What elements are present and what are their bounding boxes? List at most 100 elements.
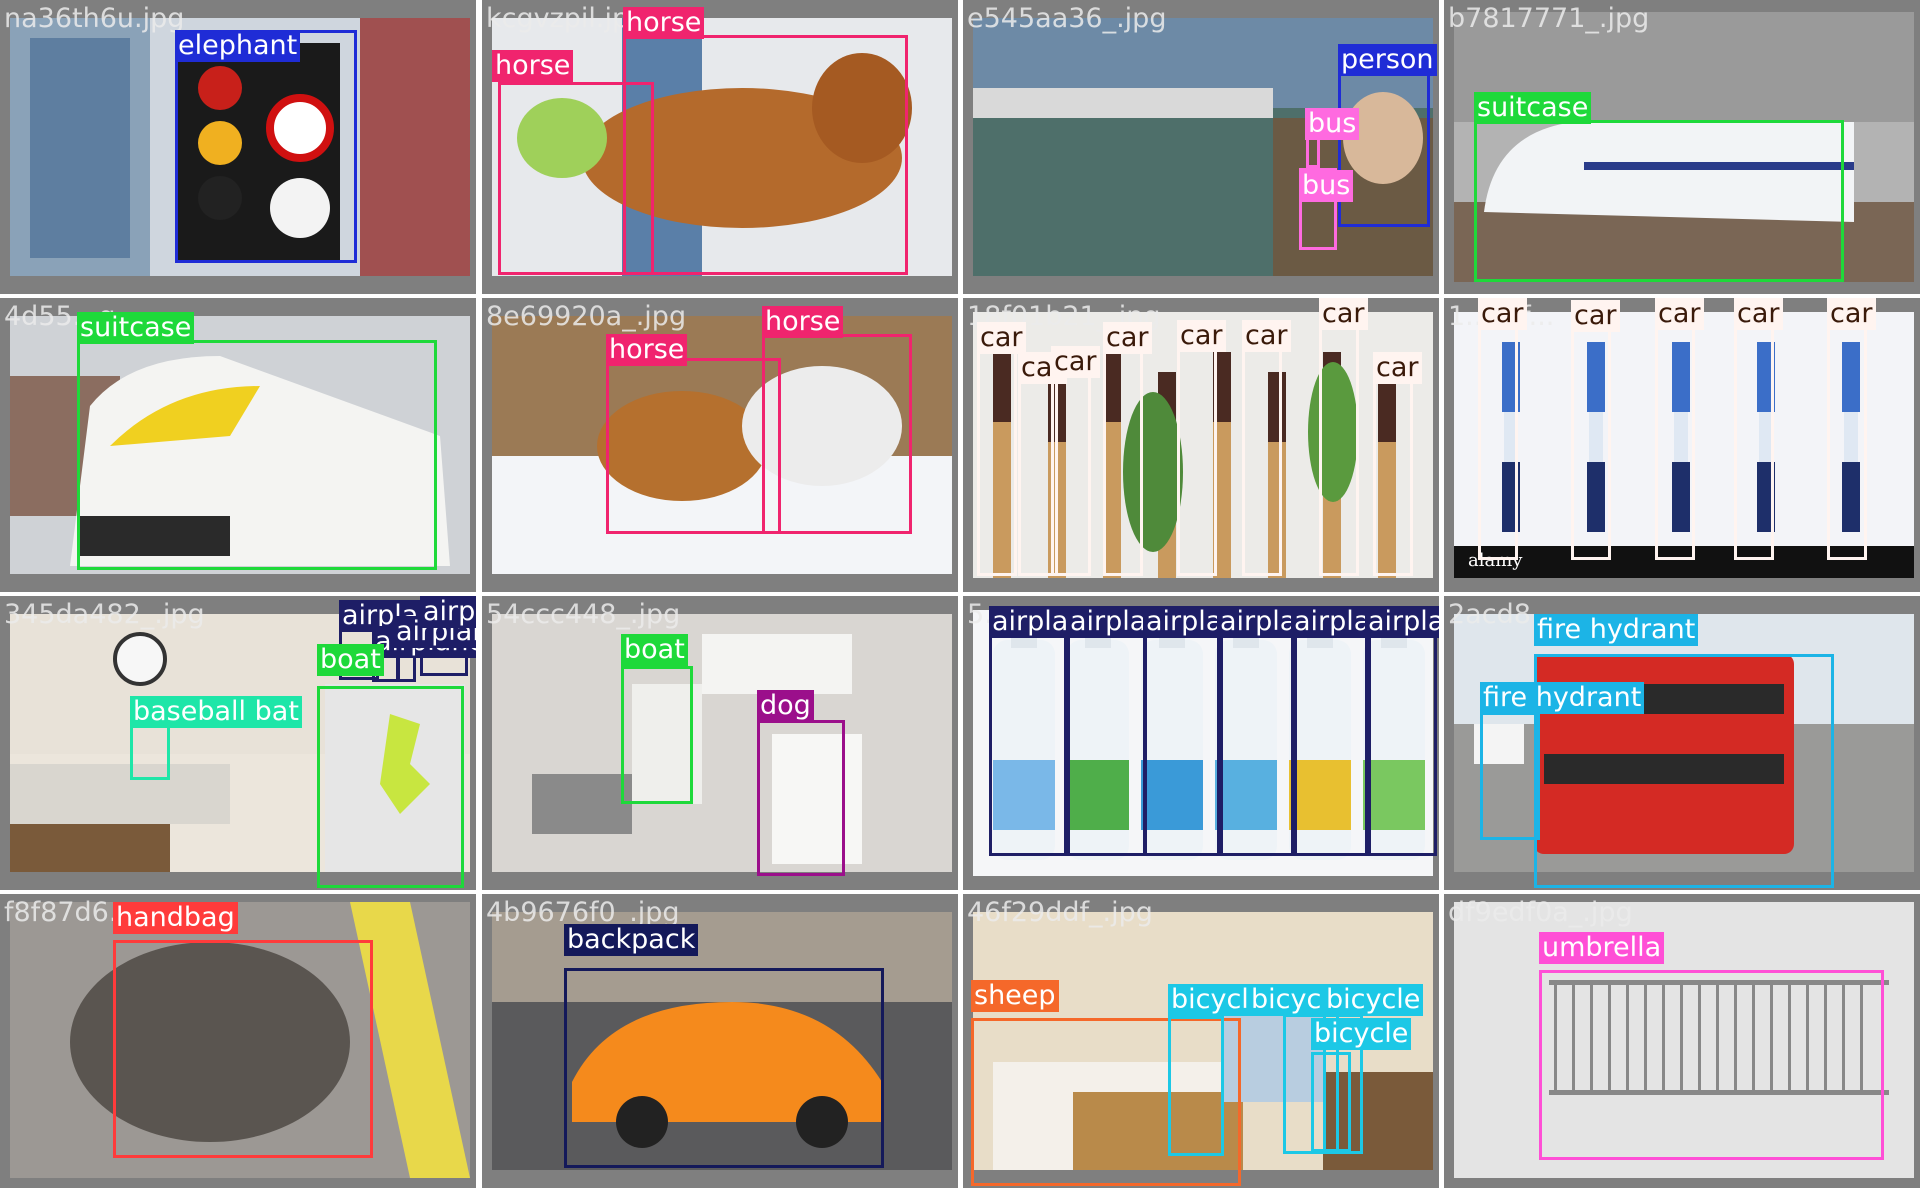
- detection-box: [1051, 364, 1091, 576]
- detection-box: [623, 35, 908, 275]
- detection-label: car: [1051, 346, 1100, 378]
- mosaic-tile: 4d55...g suitcase: [0, 298, 476, 592]
- mosaic-tile: 54ccc448_.jpg boat dog: [482, 596, 958, 890]
- detection-box: [1373, 356, 1413, 576]
- detection-label: car: [1373, 352, 1422, 384]
- tile-photo: [1454, 902, 1914, 1178]
- detection-label: fire hydrant: [1534, 614, 1699, 646]
- tile-filename: b7817771_.jpg: [1448, 3, 1650, 34]
- detection-label: suitcase: [77, 312, 195, 344]
- detection-box: [113, 940, 373, 1158]
- detection-box: [1480, 712, 1540, 840]
- detection-box: [1734, 312, 1774, 560]
- detection-label: boat: [317, 644, 384, 676]
- tile-filename: 8e69920a_.jpg: [486, 301, 687, 332]
- tile-photo: [492, 912, 952, 1170]
- detection-label: person: [1338, 44, 1437, 76]
- detection-label: car: [1734, 298, 1783, 330]
- tile-photo: [10, 316, 470, 574]
- tile-photo: [492, 18, 952, 276]
- mosaic-tile: 345da482_.jpgairplaneairplaneairplaneair…: [0, 596, 476, 890]
- detection-box: [989, 606, 1067, 856]
- tile-photo: [1454, 12, 1914, 282]
- detection-box: [1478, 312, 1518, 560]
- mosaic-tile: kcgvzpil.jpg horse horse: [482, 0, 958, 294]
- tile-photo: [973, 18, 1433, 276]
- detection-box: [1311, 1052, 1351, 1152]
- detection-box: [1319, 314, 1359, 576]
- detection-box: [317, 686, 464, 888]
- mosaic-tile: b7817771_.jpg suitcase: [1444, 0, 1920, 294]
- detection-label: baseball bat: [130, 696, 302, 728]
- tile-filename: df9edf0a_.jpg: [1448, 897, 1633, 928]
- tile-filename: na36th6u.jpg: [4, 3, 185, 34]
- mosaic-tile: f8f87d6... handbag: [0, 894, 476, 1188]
- detection-box: [564, 968, 884, 1168]
- detection-label: horse: [762, 306, 844, 338]
- detection-label: airplane: [420, 596, 476, 628]
- tile-photo: [973, 610, 1433, 876]
- detection-box: [1571, 314, 1611, 560]
- mosaic-tile: 18f01b21_.jpg car car car car car car car car: [963, 298, 1439, 592]
- detection-box: [1291, 606, 1371, 856]
- tile-photo: [1454, 614, 1914, 872]
- tile-filename: 46f29ddf_.jpg: [967, 897, 1153, 928]
- detection-box: [1539, 970, 1884, 1160]
- tile-filename: e545aa36_.jpg: [967, 3, 1167, 34]
- detection-box: [498, 82, 654, 275]
- detection-label: car: [1103, 322, 1152, 354]
- detection-box: [1534, 654, 1834, 888]
- detection-label: bus: [1299, 170, 1354, 202]
- tile-filename: f8f87d6...: [4, 897, 135, 928]
- mosaic-tile: 2acd8... fire hydrant fire hydrant: [1444, 596, 1920, 890]
- mosaic-tile: df9edf0a_.jpg umbrella: [1444, 894, 1920, 1188]
- detection-box: [130, 724, 170, 780]
- detection-label: airplane: [1365, 606, 1439, 638]
- detection-label: umbrella: [1539, 932, 1665, 964]
- detection-label: car: [1478, 298, 1527, 330]
- detection-label: car: [1571, 300, 1620, 332]
- detection-label: horse: [492, 50, 574, 82]
- detection-box: [1299, 168, 1337, 250]
- detection-box: [606, 358, 781, 534]
- detection-label: horse: [623, 7, 705, 39]
- detection-box: [757, 720, 845, 876]
- tile-photo: [492, 614, 952, 872]
- detection-label: car: [1827, 298, 1876, 330]
- detection-box: [1827, 312, 1867, 560]
- tile-photo: [10, 18, 470, 276]
- detection-box: [77, 340, 437, 570]
- detection-box: [1474, 120, 1844, 282]
- detection-label: bus: [1305, 108, 1360, 140]
- detection-label: horse: [606, 334, 688, 366]
- detection-box: [977, 344, 1017, 576]
- detection-label: car: [977, 322, 1026, 354]
- detection-box: [1177, 340, 1217, 576]
- detection-label: suitcase: [1474, 92, 1592, 124]
- tile-filename: 4b9676f0_.jpg: [486, 897, 680, 928]
- detection-label: fire hydrant: [1480, 682, 1645, 714]
- detection-box: [175, 30, 357, 263]
- detection-box: [1655, 312, 1695, 560]
- detection-box: [1067, 606, 1147, 856]
- detection-box: [1168, 1016, 1224, 1156]
- mosaic-tile: 5...airplaneairplaneairplaneairplaneairp…: [963, 596, 1439, 890]
- detection-box: [1242, 338, 1282, 576]
- tile-photo: [1454, 312, 1914, 578]
- tile-photo: [10, 902, 470, 1178]
- tile-filename: kcgvzpil.jpg: [486, 3, 647, 34]
- detection-label: dog: [757, 690, 814, 722]
- detection-label: bicycle: [1323, 984, 1424, 1016]
- mosaic-tile: 8e69920a_.jpg horse horse: [482, 298, 958, 592]
- detection-box: [1365, 606, 1437, 856]
- detection-label: elephant: [175, 30, 301, 62]
- detection-label: boat: [621, 634, 688, 666]
- detection-box: [1217, 606, 1297, 856]
- detection-box: [971, 1018, 1241, 1186]
- detection-label: car: [1655, 298, 1704, 330]
- tile-filename: 345da482_.jpg: [4, 599, 205, 630]
- mosaic-tile: 4b9676f0_.jpg backpack: [482, 894, 958, 1188]
